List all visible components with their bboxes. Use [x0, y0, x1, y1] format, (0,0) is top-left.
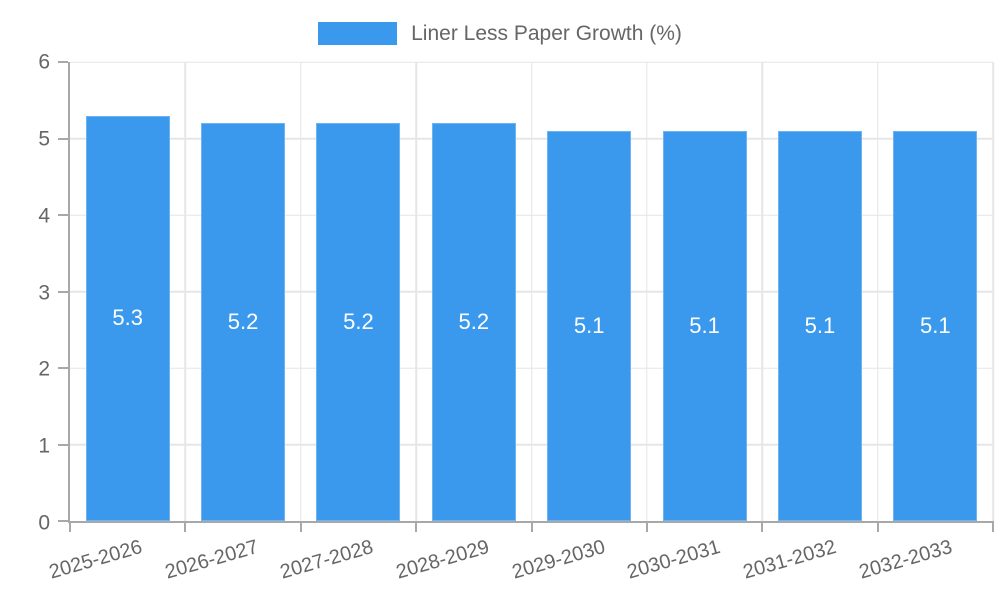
y-axis-tick-mark: [58, 61, 68, 63]
x-axis-tick-mark: [184, 521, 187, 532]
x-tick-label: 2032-2033: [856, 536, 955, 584]
bar-value-label: 5.1: [920, 312, 951, 338]
legend-item[interactable]: Liner Less Paper Growth (%): [0, 20, 1000, 46]
bar[interactable]: 5.2: [431, 123, 516, 521]
bar-slot: 5.1: [532, 62, 647, 521]
x-tick-label: 2029-2030: [509, 536, 608, 584]
y-axis-labels: 0 1 2 3 4 5 6: [0, 52, 50, 534]
x-axis-tick-mark: [761, 521, 764, 532]
x-tick-label: 2030-2031: [624, 536, 724, 584]
y-tick-label: 2: [38, 357, 50, 381]
gridline-vertical: [415, 62, 417, 521]
y-axis-tick-mark: [58, 214, 68, 217]
gridline-vertical: [530, 62, 533, 521]
bar[interactable]: 5.1: [662, 130, 747, 521]
bar[interactable]: 5.2: [201, 123, 286, 521]
bar[interactable]: 5.1: [547, 130, 632, 521]
x-tick-label: 2026-2027: [162, 536, 261, 584]
x-tick-label: 2028-2029: [393, 536, 492, 584]
x-axis-tick-mark: [69, 521, 71, 532]
y-axis-tick-mark: [58, 137, 68, 140]
y-axis-tick-mark: [58, 520, 68, 522]
x-axis-tick-mark: [415, 521, 418, 532]
bar-value-label: 5.2: [227, 309, 259, 335]
gridline-vertical: [184, 62, 187, 521]
x-axis-tick-mark: [299, 521, 302, 532]
x-axis-tick-mark: [876, 521, 879, 532]
x-axis-tick-mark: [992, 521, 994, 532]
bar-value-label: 5.3: [112, 305, 143, 331]
gridline-vertical: [761, 62, 763, 521]
bar-slot: 5.1: [878, 62, 993, 521]
y-tick-label: 1: [38, 434, 50, 458]
y-tick-label: 0: [38, 511, 50, 535]
bar[interactable]: 5.1: [777, 130, 862, 521]
x-axis-tick-mark: [645, 521, 648, 532]
bar[interactable]: 5.3: [85, 115, 170, 521]
bar-slot: 5.2: [416, 62, 531, 521]
plot-area: 5.3 5.2 5.2 5.2 5.1 5.1 5.1 5.1: [58, 61, 994, 532]
x-tick-label: 2031-2032: [740, 536, 839, 584]
x-tick-label: 2025-2026: [46, 536, 145, 584]
bar-value-label: 5.1: [804, 312, 836, 338]
bar-slot: 5.1: [647, 62, 762, 521]
bar[interactable]: 5.1: [893, 130, 978, 521]
y-tick-label: 6: [38, 50, 50, 74]
x-tick-label: 2027-2028: [278, 536, 377, 584]
bar-value-label: 5.1: [689, 312, 720, 338]
gridline-vertical: [876, 62, 879, 521]
y-tick-label: 3: [38, 281, 50, 304]
legend-swatch: [318, 21, 398, 45]
gridline-vertical: [300, 62, 302, 521]
x-axis-tick-mark: [530, 521, 533, 532]
y-axis-tick-mark: [58, 290, 68, 293]
x-axis-labels: 2025-2026 2026-2027 2027-2028 2028-2029 2029…: [0, 536, 1000, 600]
y-axis-tick-mark: [58, 443, 68, 446]
bar-slot: 5.2: [185, 62, 300, 521]
bar[interactable]: 5.2: [316, 123, 401, 521]
y-axis-tick-mark: [58, 367, 68, 370]
bar-value-label: 5.2: [343, 309, 374, 335]
y-tick-label: 5: [38, 127, 50, 151]
gridline-vertical: [992, 62, 994, 521]
bar-value-label: 5.2: [458, 309, 490, 335]
y-tick-label: 4: [38, 204, 50, 228]
bar-slot: 5.3: [70, 62, 185, 521]
bar-slot: 5.2: [301, 62, 416, 521]
bar-slot: 5.1: [762, 62, 877, 521]
legend-label: Liner Less Paper Growth (%): [411, 21, 682, 45]
bar-value-label: 5.1: [573, 312, 605, 338]
gridline-vertical: [646, 62, 648, 521]
